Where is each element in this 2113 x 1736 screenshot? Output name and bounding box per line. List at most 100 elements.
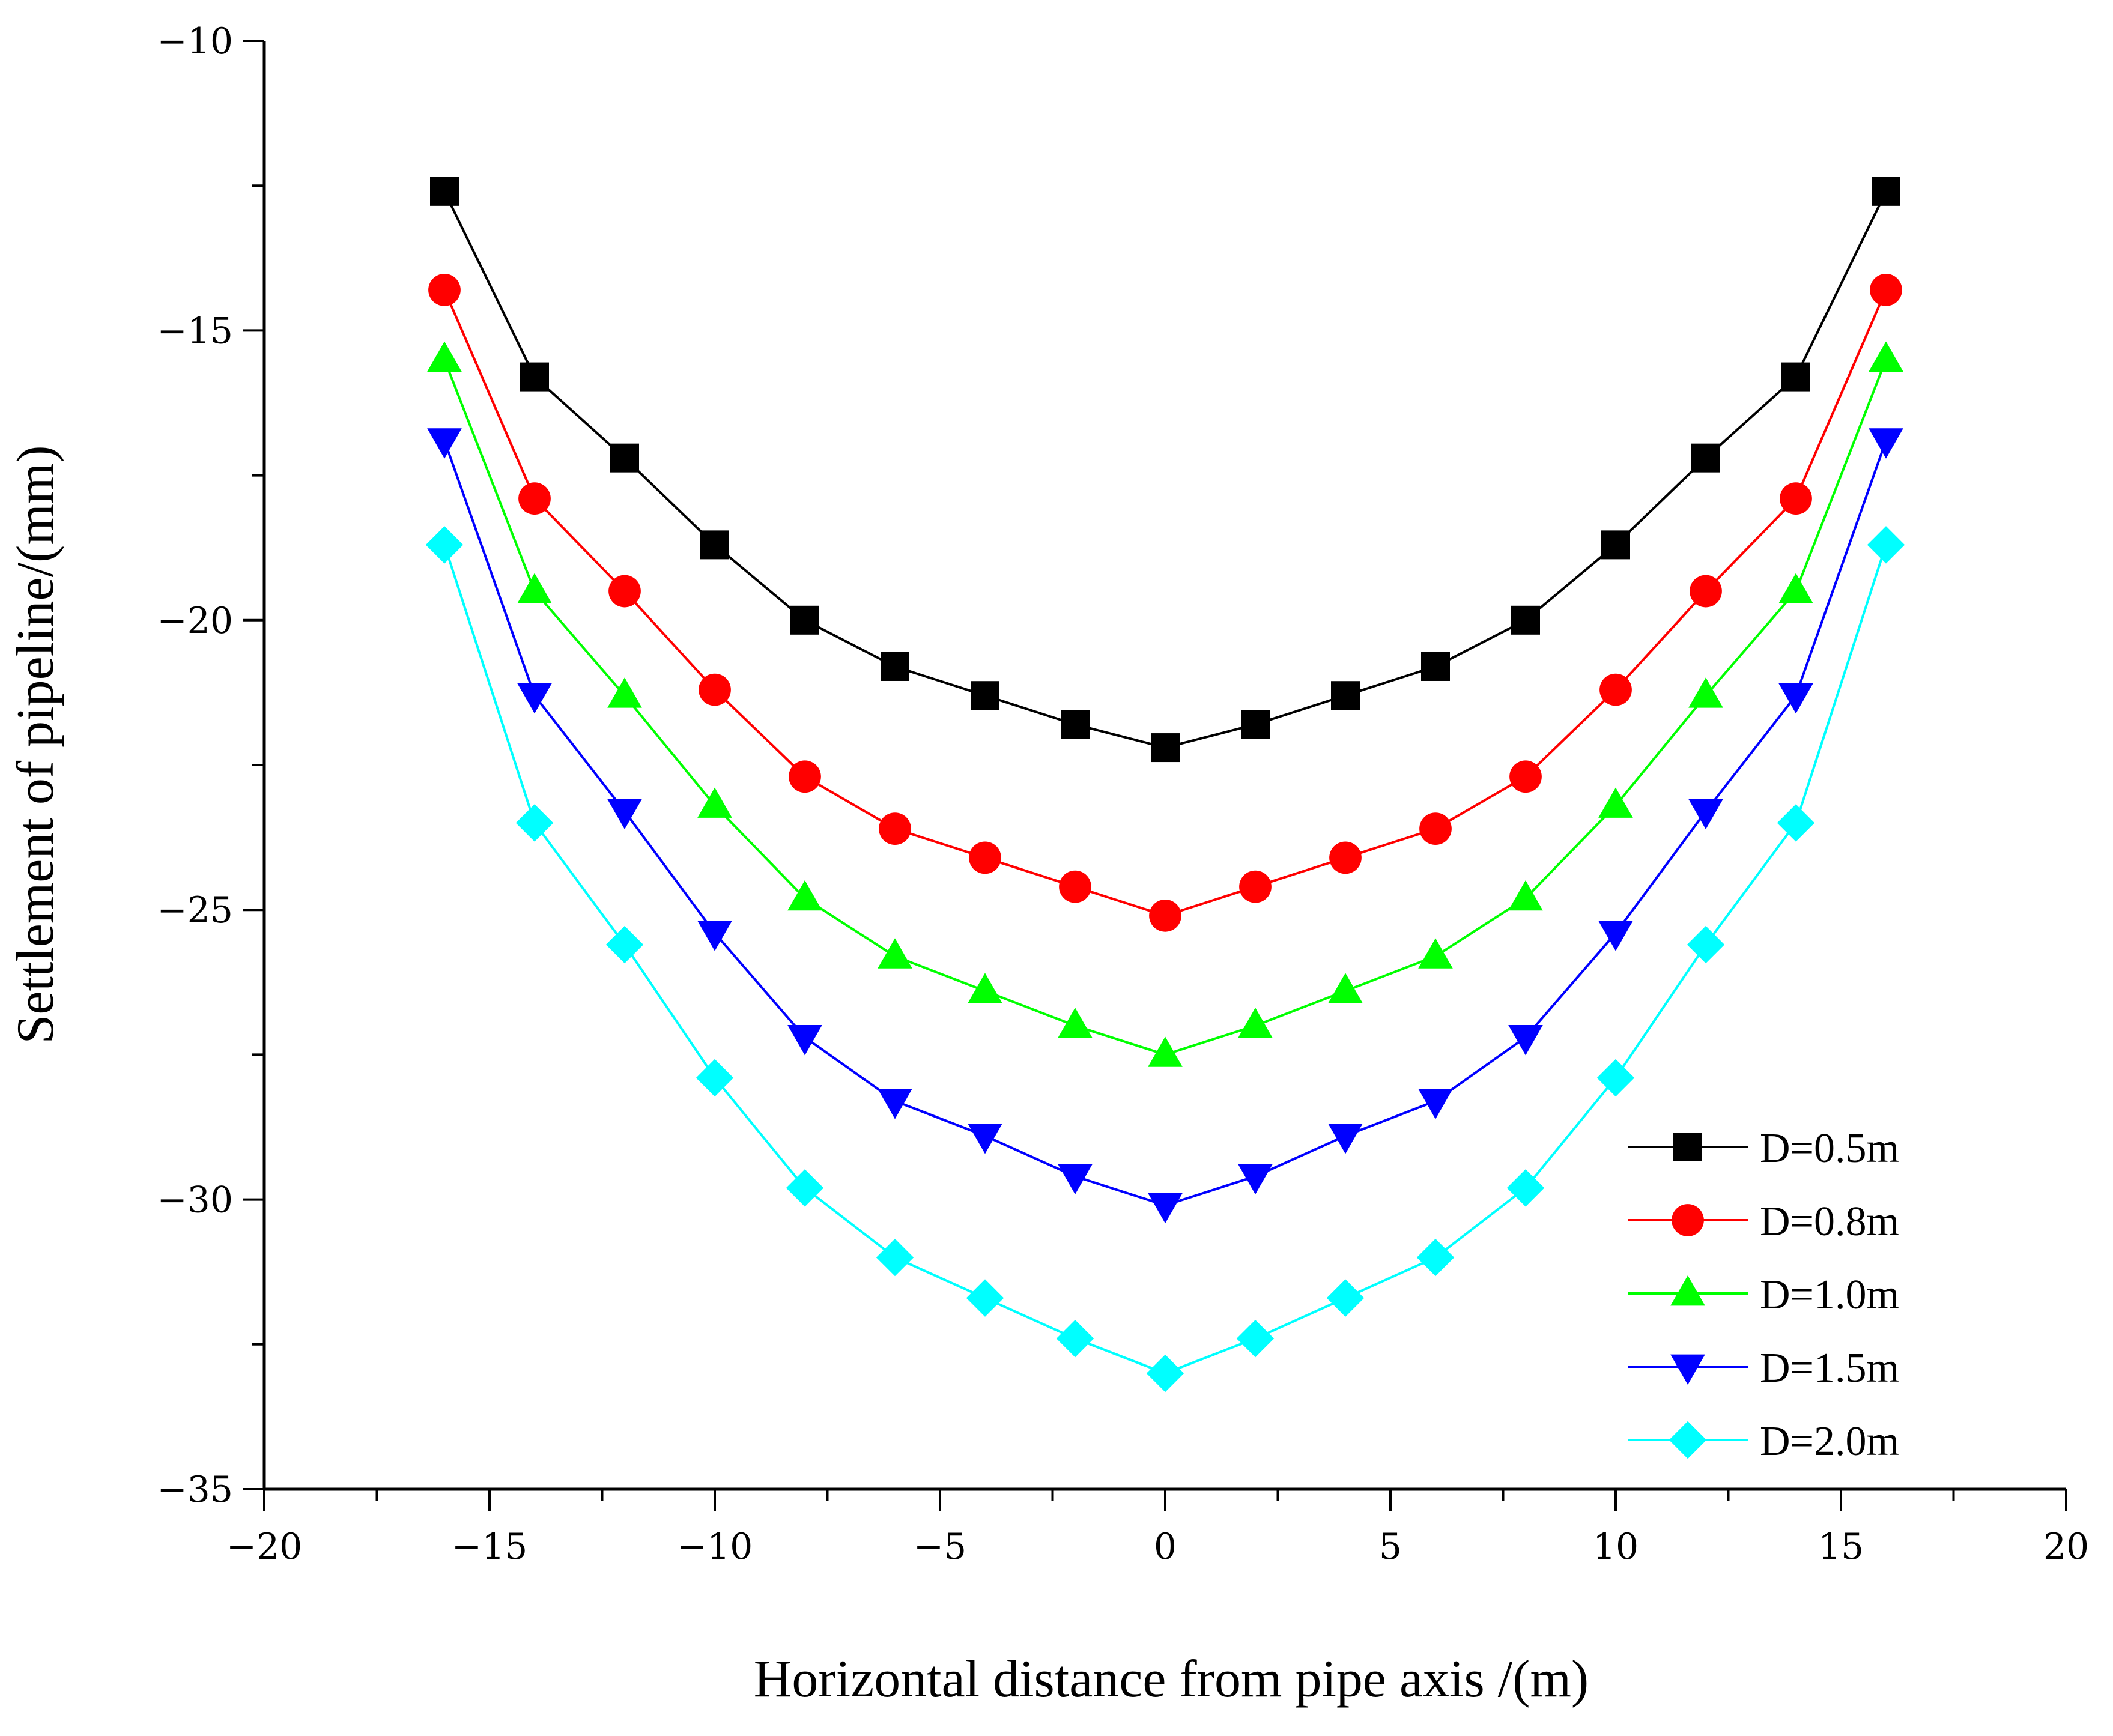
series-d-1-5m [427, 428, 1903, 1224]
series-d-1-0m [427, 341, 1903, 1067]
data-point [1239, 870, 1272, 903]
y-tick-label: −30 [157, 1179, 233, 1221]
series-line [443, 358, 1887, 1056]
data-point [876, 1238, 914, 1277]
y-tick-label: −25 [157, 889, 233, 931]
data-point [1778, 683, 1813, 714]
data-point [1778, 573, 1813, 603]
data-point [1867, 526, 1905, 564]
y-axis-title: Settlement of pipeline/(mm) [7, 445, 65, 1044]
legend-label: D=1.5m [1760, 1345, 1899, 1391]
data-point [1601, 530, 1630, 560]
series-d-2-0m [425, 526, 1905, 1393]
data-point [1421, 652, 1450, 681]
data-point [968, 973, 1002, 1003]
legend-item: D=1.5m [1628, 1345, 1899, 1391]
data-point [520, 362, 549, 392]
data-point [517, 573, 552, 603]
legend-marker [1669, 1421, 1707, 1459]
data-point [1418, 938, 1453, 969]
data-point [1416, 1238, 1455, 1277]
data-point [1688, 677, 1723, 708]
legend-item: D=1.0m [1628, 1272, 1899, 1318]
data-point [1328, 1124, 1363, 1154]
legend-item: D=0.5m [1628, 1125, 1899, 1172]
data-point [1598, 921, 1633, 951]
data-point [700, 530, 729, 560]
data-point [1508, 1025, 1543, 1056]
legend-item: D=2.0m [1628, 1418, 1899, 1465]
series-d-0-8m [428, 273, 1902, 932]
legend-label: D=2.0m [1760, 1418, 1899, 1465]
x-tick-label: −10 [677, 1526, 753, 1568]
data-point [879, 812, 911, 845]
legend-marker [1672, 1204, 1704, 1236]
data-point [1058, 1164, 1093, 1195]
y-tick-label: −15 [157, 310, 233, 352]
data-point [697, 921, 732, 951]
data-point [1329, 841, 1362, 874]
data-point [1056, 1319, 1094, 1358]
data-point [1326, 1279, 1365, 1317]
data-point [1419, 812, 1452, 845]
x-tick-label: −5 [914, 1526, 966, 1568]
data-point [515, 804, 554, 842]
data-point [430, 177, 459, 206]
data-point [1508, 880, 1543, 911]
data-point [1690, 575, 1722, 608]
data-point [696, 1059, 734, 1097]
data-point [1241, 710, 1270, 739]
legend-marker [1670, 1354, 1705, 1385]
data-point [610, 443, 639, 473]
data-point [1870, 273, 1902, 306]
data-point [1236, 1319, 1275, 1358]
data-point [1598, 787, 1633, 818]
data-point [1688, 799, 1723, 830]
data-point [1061, 710, 1090, 739]
data-point [1328, 973, 1363, 1003]
data-point [1509, 760, 1542, 793]
data-point [1059, 870, 1091, 903]
data-point [427, 428, 462, 459]
x-tick-label: −15 [452, 1526, 528, 1568]
data-point [517, 683, 552, 714]
legend-marker [1670, 1275, 1705, 1306]
data-point [1691, 443, 1720, 473]
x-axis-title: Horizontal distance from pipe axis /(m) [754, 1650, 1589, 1708]
data-point [607, 799, 642, 830]
chart-series-layer [425, 177, 1905, 1393]
legend-label: D=1.0m [1760, 1272, 1899, 1318]
data-point [1149, 899, 1181, 932]
data-point [518, 482, 551, 515]
data-point [1151, 733, 1180, 763]
data-point [790, 605, 819, 635]
data-point [1331, 681, 1360, 710]
data-point [427, 341, 462, 372]
data-point [878, 938, 912, 969]
data-point [1872, 177, 1900, 206]
data-point [1058, 1008, 1093, 1038]
series-d-0-5m [430, 177, 1900, 763]
data-point [968, 1124, 1002, 1154]
data-point [787, 880, 822, 911]
data-point [1780, 482, 1812, 515]
x-tick-label: 0 [1154, 1526, 1177, 1568]
legend-label: D=0.8m [1760, 1199, 1899, 1245]
data-point [699, 673, 731, 706]
data-point [1146, 1354, 1184, 1393]
x-tick-label: 10 [1593, 1526, 1639, 1568]
legend-item: D=0.8m [1628, 1199, 1899, 1245]
x-tick-label: 15 [1818, 1526, 1864, 1568]
x-tick-label: −20 [226, 1526, 303, 1568]
x-tick-label: 5 [1379, 1526, 1402, 1568]
data-point [1418, 1089, 1453, 1119]
data-point [969, 841, 1001, 874]
series-line [443, 289, 1887, 917]
legend-marker [1673, 1133, 1702, 1161]
data-point [966, 1279, 1004, 1317]
data-point [1148, 1036, 1183, 1067]
chart-axes: −20 −15 −10 −5 0 5 10 15 20 −35 −30 −25 −20 −15 −10 [157, 20, 2089, 1568]
data-point [786, 1169, 824, 1207]
data-point [608, 575, 641, 608]
